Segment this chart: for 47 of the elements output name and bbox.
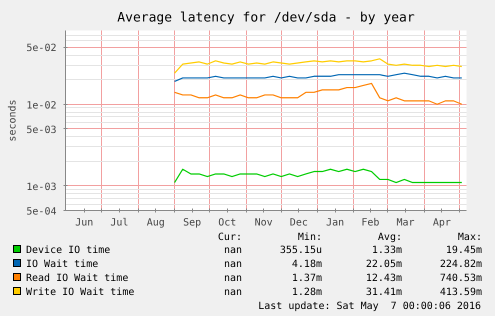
legend-label: Write IO Wait time — [25, 286, 136, 300]
text: 12.43m — [364, 272, 402, 286]
x-tick-label: Sep — [183, 218, 202, 228]
text: 355.15u — [278, 244, 322, 258]
line-series — [174, 72, 462, 82]
x-tick-label: Feb — [361, 218, 380, 228]
text: 1.28m — [290, 286, 322, 300]
text: 31.41m — [364, 286, 402, 300]
chart-title: Average latency for /dev/sda - by year — [117, 10, 415, 26]
line-series — [174, 168, 462, 184]
legend-label: Device IO time — [25, 244, 112, 258]
text: Last update: Sat May 7 00:00:06 2016 — [257, 300, 482, 314]
text: 1.33m — [370, 244, 402, 258]
text: 1.37m — [290, 272, 322, 286]
text: nan — [222, 286, 242, 300]
x-tick-label: Mar — [396, 218, 415, 228]
legend-label: Read IO Wait time — [25, 272, 130, 286]
x-tick-label: Apr — [432, 218, 451, 228]
text: 22.05m — [364, 258, 402, 272]
text: 740.53m — [438, 272, 482, 286]
x-tick-label: Oct — [218, 218, 236, 228]
x-tick-label: Dec — [290, 218, 308, 228]
text: 19.45m — [444, 244, 482, 258]
text: nan — [222, 272, 242, 286]
text: Min: — [296, 232, 322, 244]
text: 4.18m — [290, 258, 322, 272]
text: 224.82m — [438, 258, 482, 272]
text: Max: — [456, 232, 482, 244]
legend-label: IO Wait time — [25, 258, 100, 272]
x-tick-label: Jan — [326, 218, 344, 228]
y-tick-label: 5e-04 — [26, 206, 57, 218]
y-tick-label: 1e-03 — [26, 182, 57, 193]
x-tick-label: Jun — [75, 218, 94, 228]
text: nan — [222, 258, 242, 272]
x-tick-label: Aug — [146, 218, 165, 228]
text: nan — [222, 244, 242, 258]
x-tick-label: Jul — [110, 218, 128, 228]
line-series — [174, 58, 462, 74]
y-axis-title: seconds — [7, 99, 18, 142]
y-tick-label: 1e-02 — [26, 100, 57, 112]
y-tick-label: 5e-02 — [26, 43, 57, 54]
text: Avg: — [376, 232, 402, 244]
line-series — [174, 82, 462, 105]
x-tick-label: Nov — [254, 218, 273, 228]
text: Cur: — [216, 232, 242, 244]
text: 413.59m — [438, 286, 482, 300]
y-tick-label: 5e-03 — [26, 124, 57, 136]
